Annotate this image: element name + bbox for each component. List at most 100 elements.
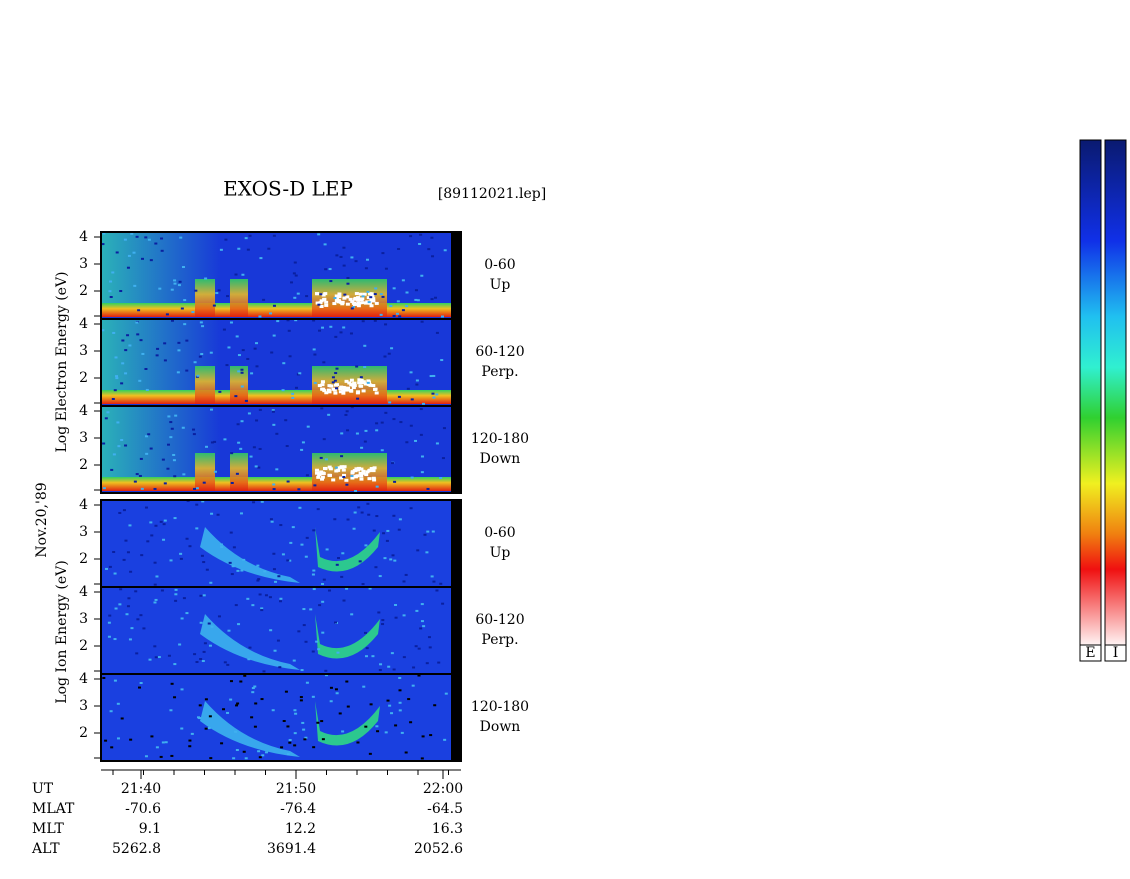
spectrogram-pixel (193, 653, 197, 656)
spectrogram-pixel (431, 392, 435, 395)
spectrogram-pixel (157, 656, 161, 659)
spectrogram-pixel (101, 329, 105, 332)
spectrogram-pixel (269, 629, 273, 632)
spectrogram-pixel (417, 674, 421, 677)
spectrogram-pixel (318, 301, 323, 305)
spectrogram-pixel (439, 582, 443, 585)
spectrogram-pixel (167, 654, 171, 657)
spectrogram-pixel (420, 274, 424, 277)
spectrogram-pixel (391, 462, 395, 465)
spectrogram-pixel (409, 371, 413, 374)
spectrogram-pixel (341, 391, 346, 395)
spectrogram-pixel (415, 379, 419, 382)
spectrogram-pixel (317, 472, 322, 476)
spectrogram-pixel (350, 256, 354, 259)
spectrogram-pixel (386, 529, 390, 532)
spectrogram-pixel (276, 639, 280, 642)
spectrogram-pixel (361, 320, 365, 323)
spectrogram-pixel (381, 623, 385, 626)
spectrogram-pixel (338, 712, 342, 715)
spectrogram-pixel (165, 313, 169, 316)
y-tick-label: 4 (79, 316, 88, 332)
spectrogram-pixel (296, 292, 300, 295)
spectrogram-pixel (230, 452, 234, 455)
spectrogram-pixel (346, 518, 350, 521)
spectrogram-pixel (355, 391, 360, 395)
spectrogram-pixel (354, 260, 358, 263)
spectrogram-pixel (178, 643, 182, 646)
spectrogram-pixel (288, 738, 292, 741)
spectrogram-pixel (239, 512, 243, 515)
spectrogram-pixel (344, 379, 349, 383)
spectrogram-pixel (140, 257, 144, 260)
spectrogram-pixel (203, 642, 207, 645)
spectrogram-pixel (257, 578, 261, 581)
spectrogram-pixel (356, 298, 361, 302)
spectrogram-pixel (375, 485, 379, 488)
spectrogram-pixel (319, 304, 324, 308)
spectrogram-pixel (195, 661, 199, 664)
spectrogram-pixel (301, 441, 305, 444)
spectrogram-pixel (160, 237, 164, 240)
spectrogram-pixel (177, 341, 181, 344)
spectrogram-pixel (426, 530, 430, 533)
spectrogram-pixel (313, 353, 317, 356)
spectrogram-pixel (346, 386, 351, 390)
spectrogram-pixel (410, 476, 414, 479)
spectrogram-pixel (200, 353, 204, 356)
spectrogram-pixel (237, 354, 241, 357)
data-gap (451, 232, 461, 319)
spectrogram-pixel (281, 553, 285, 556)
spectrogram-pixel (272, 568, 276, 571)
spectrogram-pixel (320, 582, 324, 585)
spectrogram-pixel (331, 381, 335, 384)
spectrogram-pixel (360, 446, 364, 449)
spectrogram-pixel (376, 730, 380, 733)
data-gap (451, 587, 461, 674)
spectrogram-pixel (347, 381, 352, 385)
spectrogram-pixel (316, 475, 321, 479)
panel-direction: Up (490, 277, 511, 293)
spectrogram-pixel (247, 658, 251, 661)
spectrogram-pixel (163, 519, 167, 522)
spectrogram-pixel (195, 527, 199, 530)
spectrogram-pixel (326, 388, 331, 392)
spectrogram-pixel (170, 319, 174, 322)
spectrogram-pixel (367, 513, 371, 516)
spectrogram-pixel (291, 526, 295, 529)
spectrogram-pixel (355, 474, 360, 478)
spectrogram-pixel (239, 447, 243, 450)
spectrogram-pixel (298, 372, 302, 375)
spectrogram-pixel (392, 514, 396, 517)
spectrogram-pixel (429, 734, 433, 737)
spectrogram-pixel (423, 533, 427, 536)
spectrogram-pixel (102, 487, 106, 490)
spectrogram-pixel (180, 688, 184, 691)
spectrogram-pixel (199, 621, 203, 624)
spectrogram-pixel (286, 753, 290, 756)
spectrogram-pixel (359, 477, 364, 481)
spectrogram-pixel (113, 572, 117, 575)
spectrogram-pixel (204, 698, 208, 701)
spectrogram-pixel (237, 370, 241, 373)
spectrogram-pixel (111, 271, 115, 274)
panel-direction: Perp. (481, 632, 518, 648)
spectrogram-pixel (317, 233, 321, 236)
spectrogram-pixel (383, 355, 387, 358)
spectrogram-pixel (126, 605, 130, 608)
spectrogram-pixel (350, 307, 354, 310)
spectrogram-pixel (409, 507, 413, 510)
spectrogram-pixel (316, 721, 320, 724)
row-value: -70.6 (125, 801, 161, 817)
spectrogram-pixel (417, 647, 421, 650)
spectrogram-pixel (334, 335, 338, 338)
spectrogram-pixel (198, 717, 202, 720)
spectrogram-pixel (313, 484, 317, 487)
spectrogram-pixel (431, 530, 435, 533)
spectrogram-pixel (356, 397, 360, 400)
spectrogram-pixel (320, 383, 325, 387)
spectrogram-pixel (346, 429, 350, 432)
spectrogram-pixel (337, 466, 342, 470)
spectrogram-pixel (153, 601, 157, 604)
spectrogram-pixel (140, 487, 144, 490)
